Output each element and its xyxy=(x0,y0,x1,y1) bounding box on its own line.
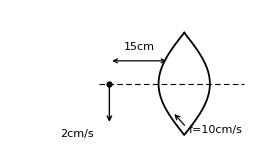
Text: 15cm: 15cm xyxy=(124,42,155,52)
Text: f=10cm/s: f=10cm/s xyxy=(189,125,242,135)
Text: 2cm/s: 2cm/s xyxy=(60,128,94,139)
